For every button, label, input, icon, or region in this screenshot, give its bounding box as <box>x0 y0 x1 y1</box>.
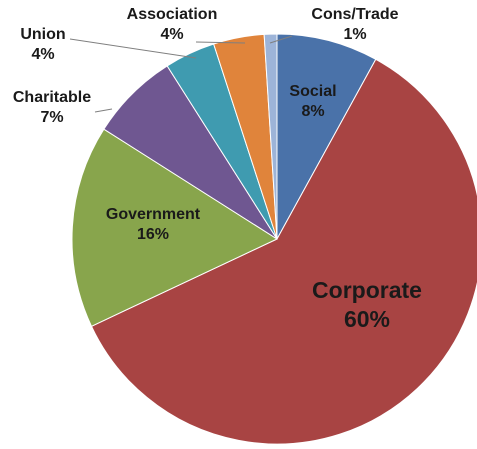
slice-label-union: Union <box>20 26 65 43</box>
leader-line-cons-trade <box>269 35 293 44</box>
slice-value-label-corporate: 60% <box>344 306 390 332</box>
slice-value-label-social: 8% <box>301 103 324 120</box>
slice-label-charitable: Charitable <box>13 89 91 106</box>
slice-value-label-association: 4% <box>160 26 183 43</box>
pie-slice-cons-trade <box>263 33 278 240</box>
slice-value-label-cons-trade: 1% <box>343 26 366 43</box>
slice-labels: Social 8% Corporate 60% Government 16% Charita… <box>13 6 422 332</box>
slice-label-social: Social <box>289 83 336 100</box>
leader-line-association <box>195 41 246 44</box>
slice-label-cons-trade: Cons/Trade <box>311 6 398 23</box>
pie-slices <box>71 33 477 445</box>
pie-slice-government <box>71 128 279 327</box>
leader-lines <box>69 35 293 113</box>
slice-label-corporate: Corporate <box>312 277 422 303</box>
slice-value-label-union: 4% <box>31 46 54 63</box>
leader-line-union <box>69 38 197 59</box>
slice-label-government: Government <box>106 206 201 223</box>
slice-value-label-charitable: 7% <box>40 109 63 126</box>
pie-slice-social <box>276 33 377 240</box>
slice-value-label-government: 16% <box>137 226 169 243</box>
pie-slice-corporate <box>90 58 477 445</box>
leader-line-charitable <box>94 108 113 113</box>
slice-label-association: Association <box>127 6 218 23</box>
